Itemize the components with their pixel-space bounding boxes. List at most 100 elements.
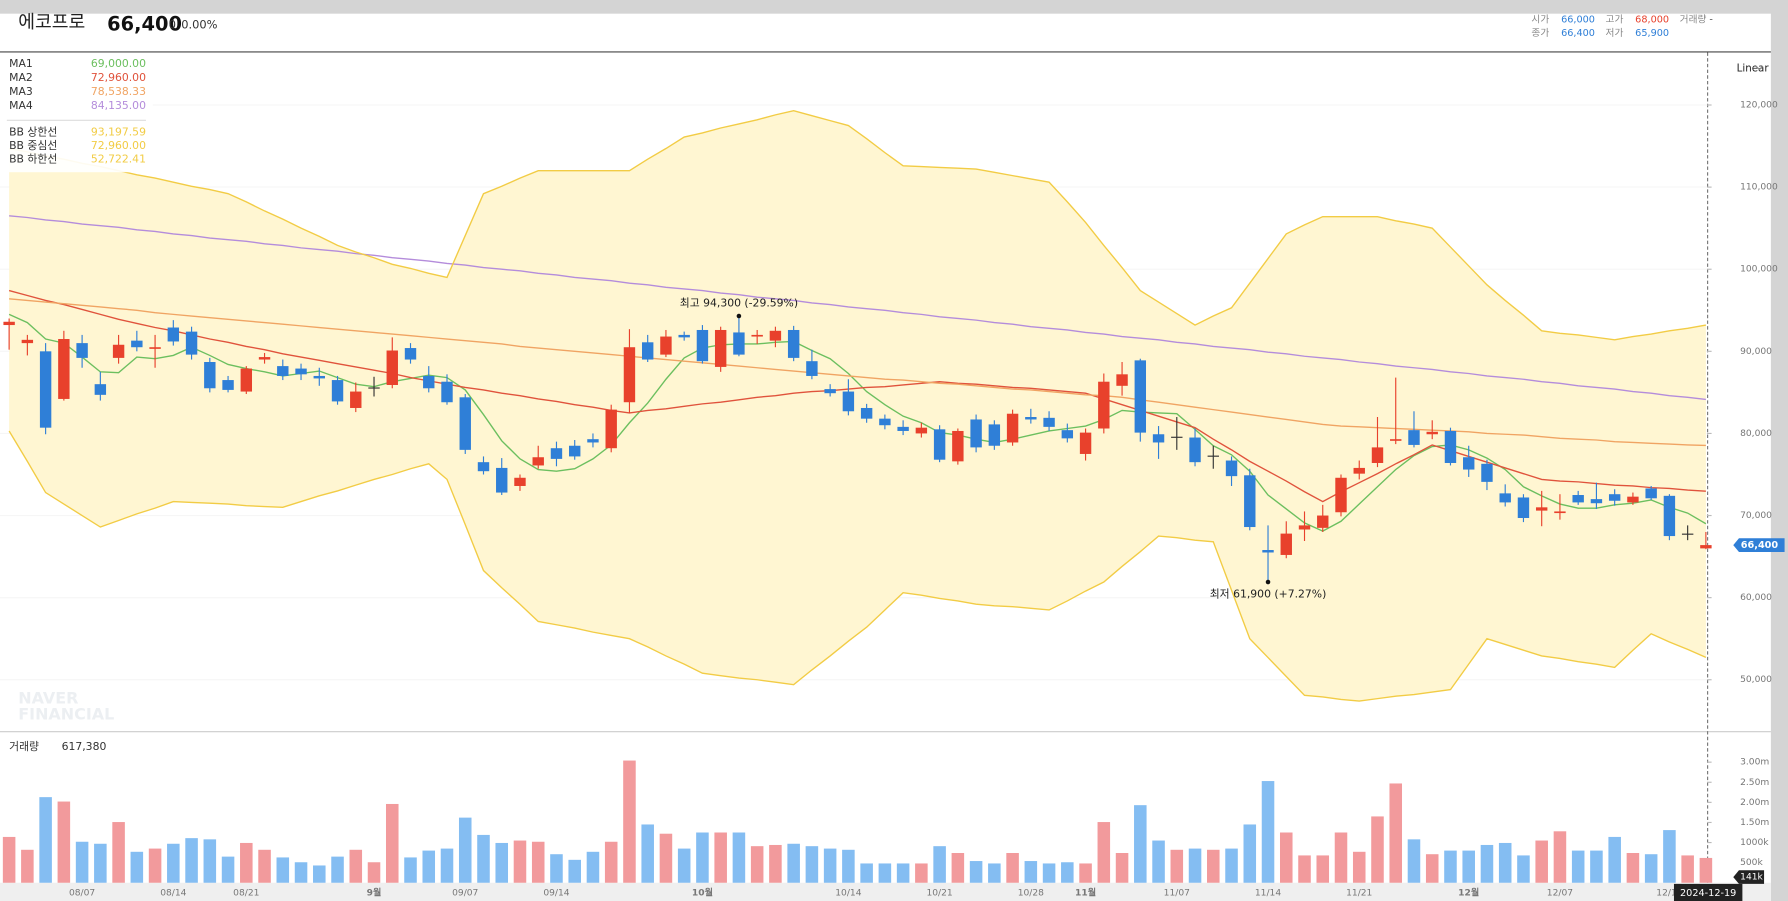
volume-bar bbox=[221, 856, 235, 883]
candle-body bbox=[1481, 463, 1493, 482]
volume-bar bbox=[57, 801, 71, 883]
volume-bar bbox=[1590, 850, 1603, 883]
indicator-line bbox=[8, 430, 1707, 702]
volume-bar bbox=[586, 851, 600, 883]
y2-tick-label: 1.50m bbox=[1740, 818, 1769, 828]
candle-body bbox=[1006, 413, 1019, 443]
candle-body bbox=[1061, 430, 1074, 439]
candle-body bbox=[1627, 496, 1639, 503]
candle-body bbox=[1353, 467, 1365, 474]
quote-value: 66,400 bbox=[1561, 28, 1595, 39]
candle-body bbox=[1244, 475, 1256, 528]
volume-bar bbox=[1498, 842, 1512, 883]
candle-body bbox=[1262, 550, 1274, 553]
candle-body bbox=[3, 321, 15, 326]
candle-body bbox=[21, 339, 34, 344]
candle-body bbox=[623, 347, 636, 403]
legend-name: BB 중심선 bbox=[9, 139, 57, 152]
candle-body bbox=[1098, 381, 1110, 429]
y-tick-label: 80,000 bbox=[1740, 429, 1772, 439]
legend-name: MA3 bbox=[9, 85, 33, 98]
y2-tick-label: 2.00m bbox=[1740, 798, 1769, 808]
x-tick-label: 10/28 bbox=[1018, 889, 1044, 899]
y-tick-label: 110,000 bbox=[1740, 183, 1778, 193]
extreme-label: 최저 61,900 (+7.27%) bbox=[1210, 588, 1327, 601]
volume-bar bbox=[1352, 851, 1366, 883]
quote-value: 66,000 bbox=[1561, 14, 1595, 25]
volume-bar bbox=[878, 863, 892, 883]
volume-bar bbox=[1134, 805, 1147, 883]
candle-body bbox=[769, 330, 782, 341]
candle-body bbox=[496, 467, 508, 493]
volume-bar bbox=[1480, 844, 1494, 883]
legend-name: MA1 bbox=[9, 57, 33, 70]
candle-body bbox=[222, 380, 234, 390]
volume-bar bbox=[1279, 832, 1293, 883]
candle-body bbox=[331, 380, 344, 402]
candle-body bbox=[1700, 545, 1712, 549]
volume-bar bbox=[1644, 854, 1658, 883]
volume-bar bbox=[988, 863, 1001, 883]
volume-bar bbox=[203, 839, 217, 883]
price: 66,400 bbox=[107, 13, 182, 36]
change-pct: 0.00% bbox=[181, 18, 217, 32]
volume-bar bbox=[1462, 850, 1475, 883]
volume-bar bbox=[185, 838, 198, 883]
candle-body bbox=[131, 340, 143, 348]
volume-bar bbox=[422, 850, 436, 883]
candle-body bbox=[514, 477, 526, 486]
volume-bar bbox=[805, 846, 819, 883]
volume-bar bbox=[531, 841, 545, 883]
candle-body bbox=[240, 368, 253, 392]
volume-bar bbox=[1699, 857, 1713, 883]
candle-body bbox=[915, 427, 928, 434]
candle-body bbox=[1681, 533, 1694, 535]
volume-bar bbox=[112, 822, 125, 883]
overlay: 2024-12-19 최고 94,300 (-29.59%) 최저 61,900 (… bbox=[680, 296, 1785, 901]
candle-body bbox=[94, 384, 107, 395]
volume-bar bbox=[1681, 855, 1694, 883]
volume-bar bbox=[1389, 783, 1403, 883]
candle-body bbox=[751, 334, 763, 337]
volume-bar bbox=[458, 817, 472, 883]
quote-value: 65,900 bbox=[1635, 28, 1669, 39]
candle-body bbox=[787, 329, 800, 358]
candle-body bbox=[842, 391, 855, 412]
candle-body bbox=[879, 418, 891, 426]
y-tick-label: 50,000 bbox=[1740, 675, 1772, 685]
volume-title: 거래량 bbox=[9, 740, 39, 753]
x-tick-label: 09/14 bbox=[543, 889, 569, 899]
volume-bar bbox=[842, 849, 855, 883]
volume-bar bbox=[732, 832, 746, 883]
candle-body bbox=[660, 336, 672, 355]
volume-bar bbox=[951, 853, 965, 883]
volume-badge-label: 141k bbox=[1740, 873, 1763, 883]
candle-body bbox=[1463, 457, 1475, 470]
candle-body bbox=[1025, 417, 1037, 420]
volume-bar bbox=[769, 844, 782, 883]
candle-body bbox=[824, 389, 836, 394]
candle-body bbox=[149, 347, 161, 349]
volume-bar bbox=[1535, 840, 1548, 883]
y2-tick-label: 1000k bbox=[1740, 838, 1769, 848]
watermark: FINANCIAL bbox=[18, 705, 114, 724]
candle-body bbox=[641, 342, 654, 360]
volume-bar bbox=[367, 862, 381, 883]
candle-body bbox=[423, 375, 435, 389]
volume-bar bbox=[933, 846, 946, 883]
indicator-line bbox=[8, 313, 1707, 532]
x-tick-label: 08/14 bbox=[160, 889, 186, 899]
volume-bar bbox=[659, 833, 673, 883]
candle-body bbox=[1535, 507, 1548, 511]
volume-bar bbox=[1115, 853, 1129, 883]
x-tick-label: 11/07 bbox=[1164, 889, 1190, 899]
y-tick-label: 100,000 bbox=[1740, 265, 1778, 275]
volume-bar bbox=[1261, 781, 1275, 883]
candle-body bbox=[1079, 432, 1092, 454]
candle-body bbox=[806, 361, 818, 376]
candle-body bbox=[897, 426, 909, 431]
volume-bar bbox=[130, 851, 144, 883]
legend-value: 52,722.41 bbox=[91, 153, 146, 166]
indicator-line bbox=[9, 215, 1706, 401]
